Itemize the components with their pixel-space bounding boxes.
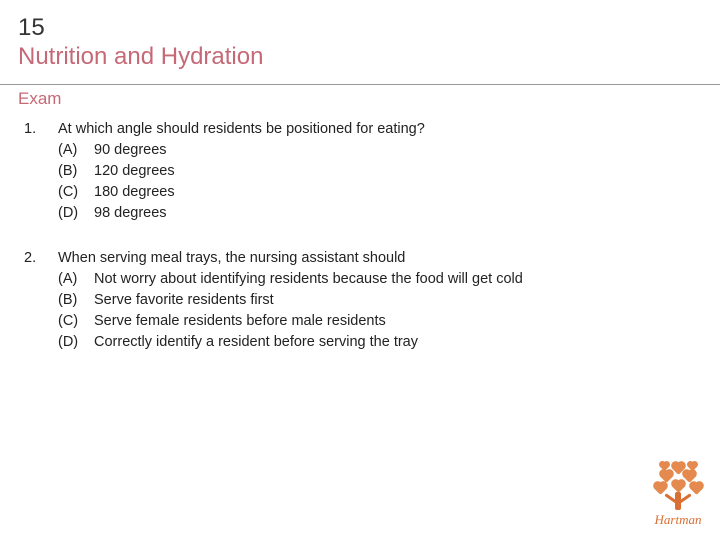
option-row: (D)Correctly identify a resident before … — [58, 332, 523, 353]
question-body: At which angle should residents be posit… — [58, 119, 425, 224]
option-row: (D)98 degrees — [58, 203, 425, 224]
option-text: 98 degrees — [94, 203, 167, 224]
tree-icon — [652, 462, 704, 510]
option-list: (A)Not worry about identifying residents… — [58, 269, 523, 353]
option-row: (C)180 degrees — [58, 182, 425, 203]
chapter-number: 15 — [18, 14, 702, 43]
question-number: 1. — [24, 119, 58, 224]
question-stem: When serving meal trays, the nursing ass… — [58, 248, 523, 269]
option-letter: (A) — [58, 269, 94, 290]
brand-name: Hartman — [652, 512, 704, 528]
question-number: 2. — [24, 248, 58, 353]
option-text: Not worry about identifying residents be… — [94, 269, 523, 290]
question-block: 2. When serving meal trays, the nursing … — [24, 248, 702, 353]
chapter-header: 15 Nutrition and Hydration — [0, 0, 720, 84]
option-letter: (A) — [58, 140, 94, 161]
question-stem: At which angle should residents be posit… — [58, 119, 425, 140]
option-letter: (D) — [58, 332, 94, 353]
option-row: (B)120 degrees — [58, 161, 425, 182]
option-text: 90 degrees — [94, 140, 167, 161]
questions-container: 1. At which angle should residents be po… — [0, 119, 720, 353]
option-letter: (B) — [58, 161, 94, 182]
option-text: Serve female residents before male resid… — [94, 311, 386, 332]
option-text: 120 degrees — [94, 161, 175, 182]
option-row: (C)Serve female residents before male re… — [58, 311, 523, 332]
question-body: When serving meal trays, the nursing ass… — [58, 248, 523, 353]
option-text: Correctly identify a resident before ser… — [94, 332, 418, 353]
chapter-title: Nutrition and Hydration — [18, 43, 702, 72]
option-letter: (C) — [58, 182, 94, 203]
option-list: (A)90 degrees (B)120 degrees (C)180 degr… — [58, 140, 425, 224]
option-row: (B)Serve favorite residents first — [58, 290, 523, 311]
option-letter: (C) — [58, 311, 94, 332]
option-letter: (D) — [58, 203, 94, 224]
divider — [0, 84, 720, 85]
question-block: 1. At which angle should residents be po… — [24, 119, 702, 224]
publisher-logo: Hartman — [652, 462, 704, 528]
option-row: (A)90 degrees — [58, 140, 425, 161]
section-label: Exam — [0, 89, 720, 109]
option-letter: (B) — [58, 290, 94, 311]
option-row: (A)Not worry about identifying residents… — [58, 269, 523, 290]
option-text: 180 degrees — [94, 182, 175, 203]
option-text: Serve favorite residents first — [94, 290, 274, 311]
